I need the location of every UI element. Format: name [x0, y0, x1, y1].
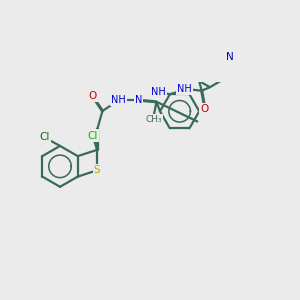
Text: CH₃: CH₃ — [146, 116, 162, 124]
Text: N: N — [135, 95, 142, 105]
Text: NH: NH — [111, 95, 126, 105]
Text: O: O — [88, 91, 97, 101]
Text: NH: NH — [177, 84, 192, 94]
Text: N: N — [226, 52, 234, 62]
Text: Cl: Cl — [39, 132, 50, 142]
Text: S: S — [94, 165, 101, 175]
Text: Cl: Cl — [87, 130, 98, 141]
Text: O: O — [200, 104, 208, 114]
Text: NH: NH — [151, 87, 166, 98]
